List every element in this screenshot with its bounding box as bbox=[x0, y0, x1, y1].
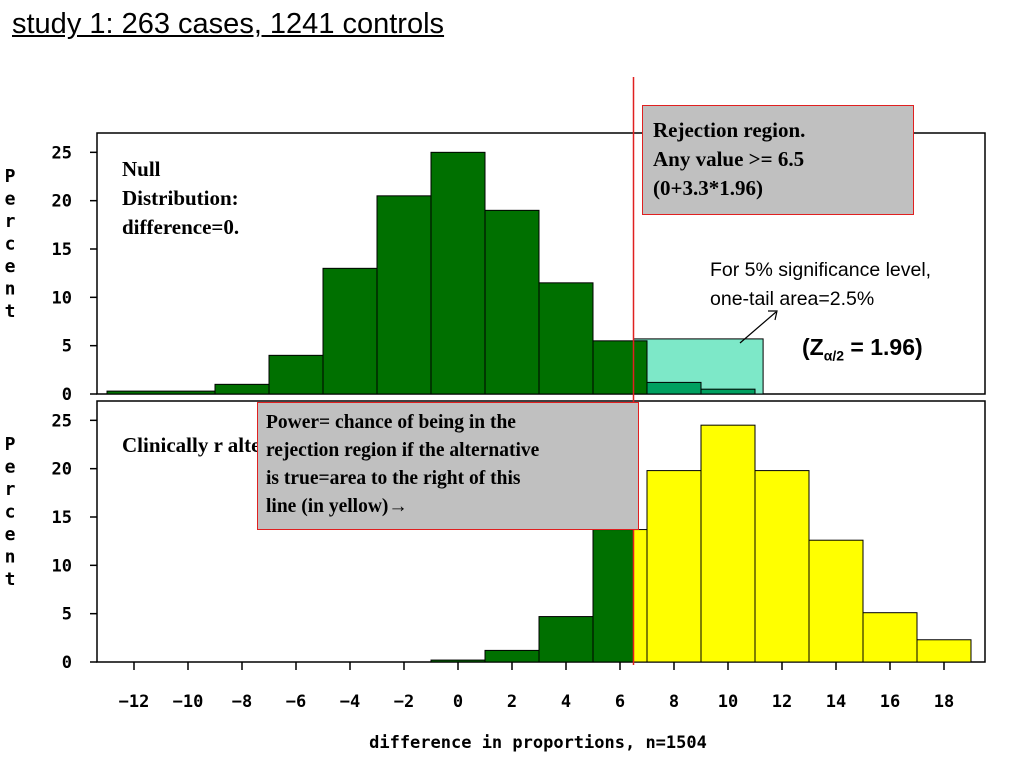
histogram-bar-null bbox=[538, 282, 594, 395]
y-tick-label: 0 bbox=[62, 385, 72, 405]
histogram-bar-null bbox=[106, 390, 216, 395]
x-tick-label: −8 bbox=[232, 692, 252, 712]
y-axis-label-char: n bbox=[5, 279, 16, 300]
x-tick-label: −12 bbox=[119, 692, 150, 712]
x-tick-label: 0 bbox=[453, 692, 463, 712]
histogram-bar-null bbox=[376, 195, 432, 395]
z-critical-note: (Zα/2 = 1.96) bbox=[802, 334, 923, 364]
histogram-bar-alternative bbox=[700, 424, 756, 663]
y-tick-label: 20 bbox=[52, 192, 72, 212]
rejection-region-callout: Rejection region. Any value >= 6.5 (0+3.… bbox=[642, 105, 914, 215]
y-axis-label-char: e bbox=[5, 189, 16, 210]
histogram-bar-alternative bbox=[633, 529, 648, 663]
z-note-close: = 1.96) bbox=[844, 334, 923, 360]
x-tick-label: 8 bbox=[669, 692, 679, 712]
y-tick-label: 20 bbox=[52, 460, 72, 480]
y-axis-label-char: r bbox=[5, 479, 16, 500]
y-axis-label-char: P bbox=[5, 434, 16, 455]
y-axis-label-char: n bbox=[5, 547, 16, 568]
histogram-bar-null bbox=[646, 381, 702, 395]
x-tick-label: −4 bbox=[340, 692, 360, 712]
y-axis-label-char: e bbox=[5, 457, 16, 478]
z-note-subscript: α/2 bbox=[823, 347, 845, 364]
x-tick-label: 18 bbox=[934, 692, 954, 712]
y-axis-label-char: t bbox=[5, 569, 16, 590]
y-axis-label-char: c bbox=[5, 234, 16, 255]
x-tick-label: 2 bbox=[507, 692, 517, 712]
y-axis-label-char: P bbox=[5, 166, 16, 187]
y-axis-label-char: r bbox=[5, 211, 16, 232]
histogram-bar-null bbox=[700, 388, 756, 395]
x-tick-label: 10 bbox=[718, 692, 738, 712]
y-tick-label: 25 bbox=[52, 143, 72, 163]
histogram-bar-null bbox=[322, 267, 378, 395]
y-tick-label: 10 bbox=[52, 288, 72, 308]
significance-note: For 5% significance level, one-tail area… bbox=[710, 259, 932, 310]
histogram-bar-alternative bbox=[484, 649, 540, 663]
x-tick-label: 16 bbox=[880, 692, 900, 712]
x-tick-label: 6 bbox=[615, 692, 625, 712]
bars-layer bbox=[106, 151, 972, 663]
y-axis-label-char: t bbox=[5, 301, 16, 322]
y-tick-label: 15 bbox=[52, 240, 72, 260]
histogram-bar-alternative bbox=[538, 616, 594, 663]
slide-title: study 1: 263 cases, 1241 controls bbox=[12, 8, 445, 40]
histogram-bar-null bbox=[592, 340, 648, 395]
y-axis-label-char: e bbox=[5, 256, 16, 277]
histogram-bar-alternative bbox=[430, 659, 486, 663]
histogram-bar-alternative bbox=[808, 539, 864, 663]
power-callout: Power= chance of being in the rejection … bbox=[257, 402, 639, 530]
y-axis-label-char: c bbox=[5, 502, 16, 523]
histogram-bar-alternative bbox=[916, 639, 972, 663]
histogram-bar-null bbox=[268, 354, 324, 395]
x-tick-label: −10 bbox=[173, 692, 204, 712]
pointer-arrow-head bbox=[768, 310, 778, 321]
histogram-bar-alternative bbox=[862, 612, 918, 663]
y-tick-label: 25 bbox=[52, 411, 72, 431]
y-axis-label-char: e bbox=[5, 524, 16, 545]
x-tick-label: −6 bbox=[286, 692, 306, 712]
x-tick-label: −2 bbox=[394, 692, 414, 712]
y-tick-label: 15 bbox=[52, 508, 72, 528]
x-tick-label: 12 bbox=[772, 692, 792, 712]
x-tick-label: 14 bbox=[826, 692, 846, 712]
histogram-bar-null bbox=[484, 209, 540, 395]
pointer-arrow bbox=[739, 311, 777, 344]
y-tick-label: 5 bbox=[62, 605, 72, 625]
alternative-distribution-label: Clinically r alternative: difference= bbox=[122, 433, 258, 457]
y-tick-label: 5 bbox=[62, 337, 72, 357]
histogram-bar-null bbox=[214, 383, 270, 395]
x-tick-label: 4 bbox=[561, 692, 571, 712]
histogram-bar-alternative bbox=[754, 470, 810, 663]
x-axis-label: difference in proportions, n=1504 bbox=[369, 733, 707, 753]
y-tick-label: 0 bbox=[62, 653, 72, 673]
null-distribution-label: Null Distribution: difference=0. bbox=[122, 157, 240, 239]
histogram-bar-alternative bbox=[646, 470, 702, 663]
y-tick-label: 10 bbox=[52, 556, 72, 576]
histogram-bar-alternative bbox=[592, 529, 634, 663]
z-note-open: (Z bbox=[802, 334, 824, 360]
histogram-bar-null bbox=[430, 151, 486, 395]
